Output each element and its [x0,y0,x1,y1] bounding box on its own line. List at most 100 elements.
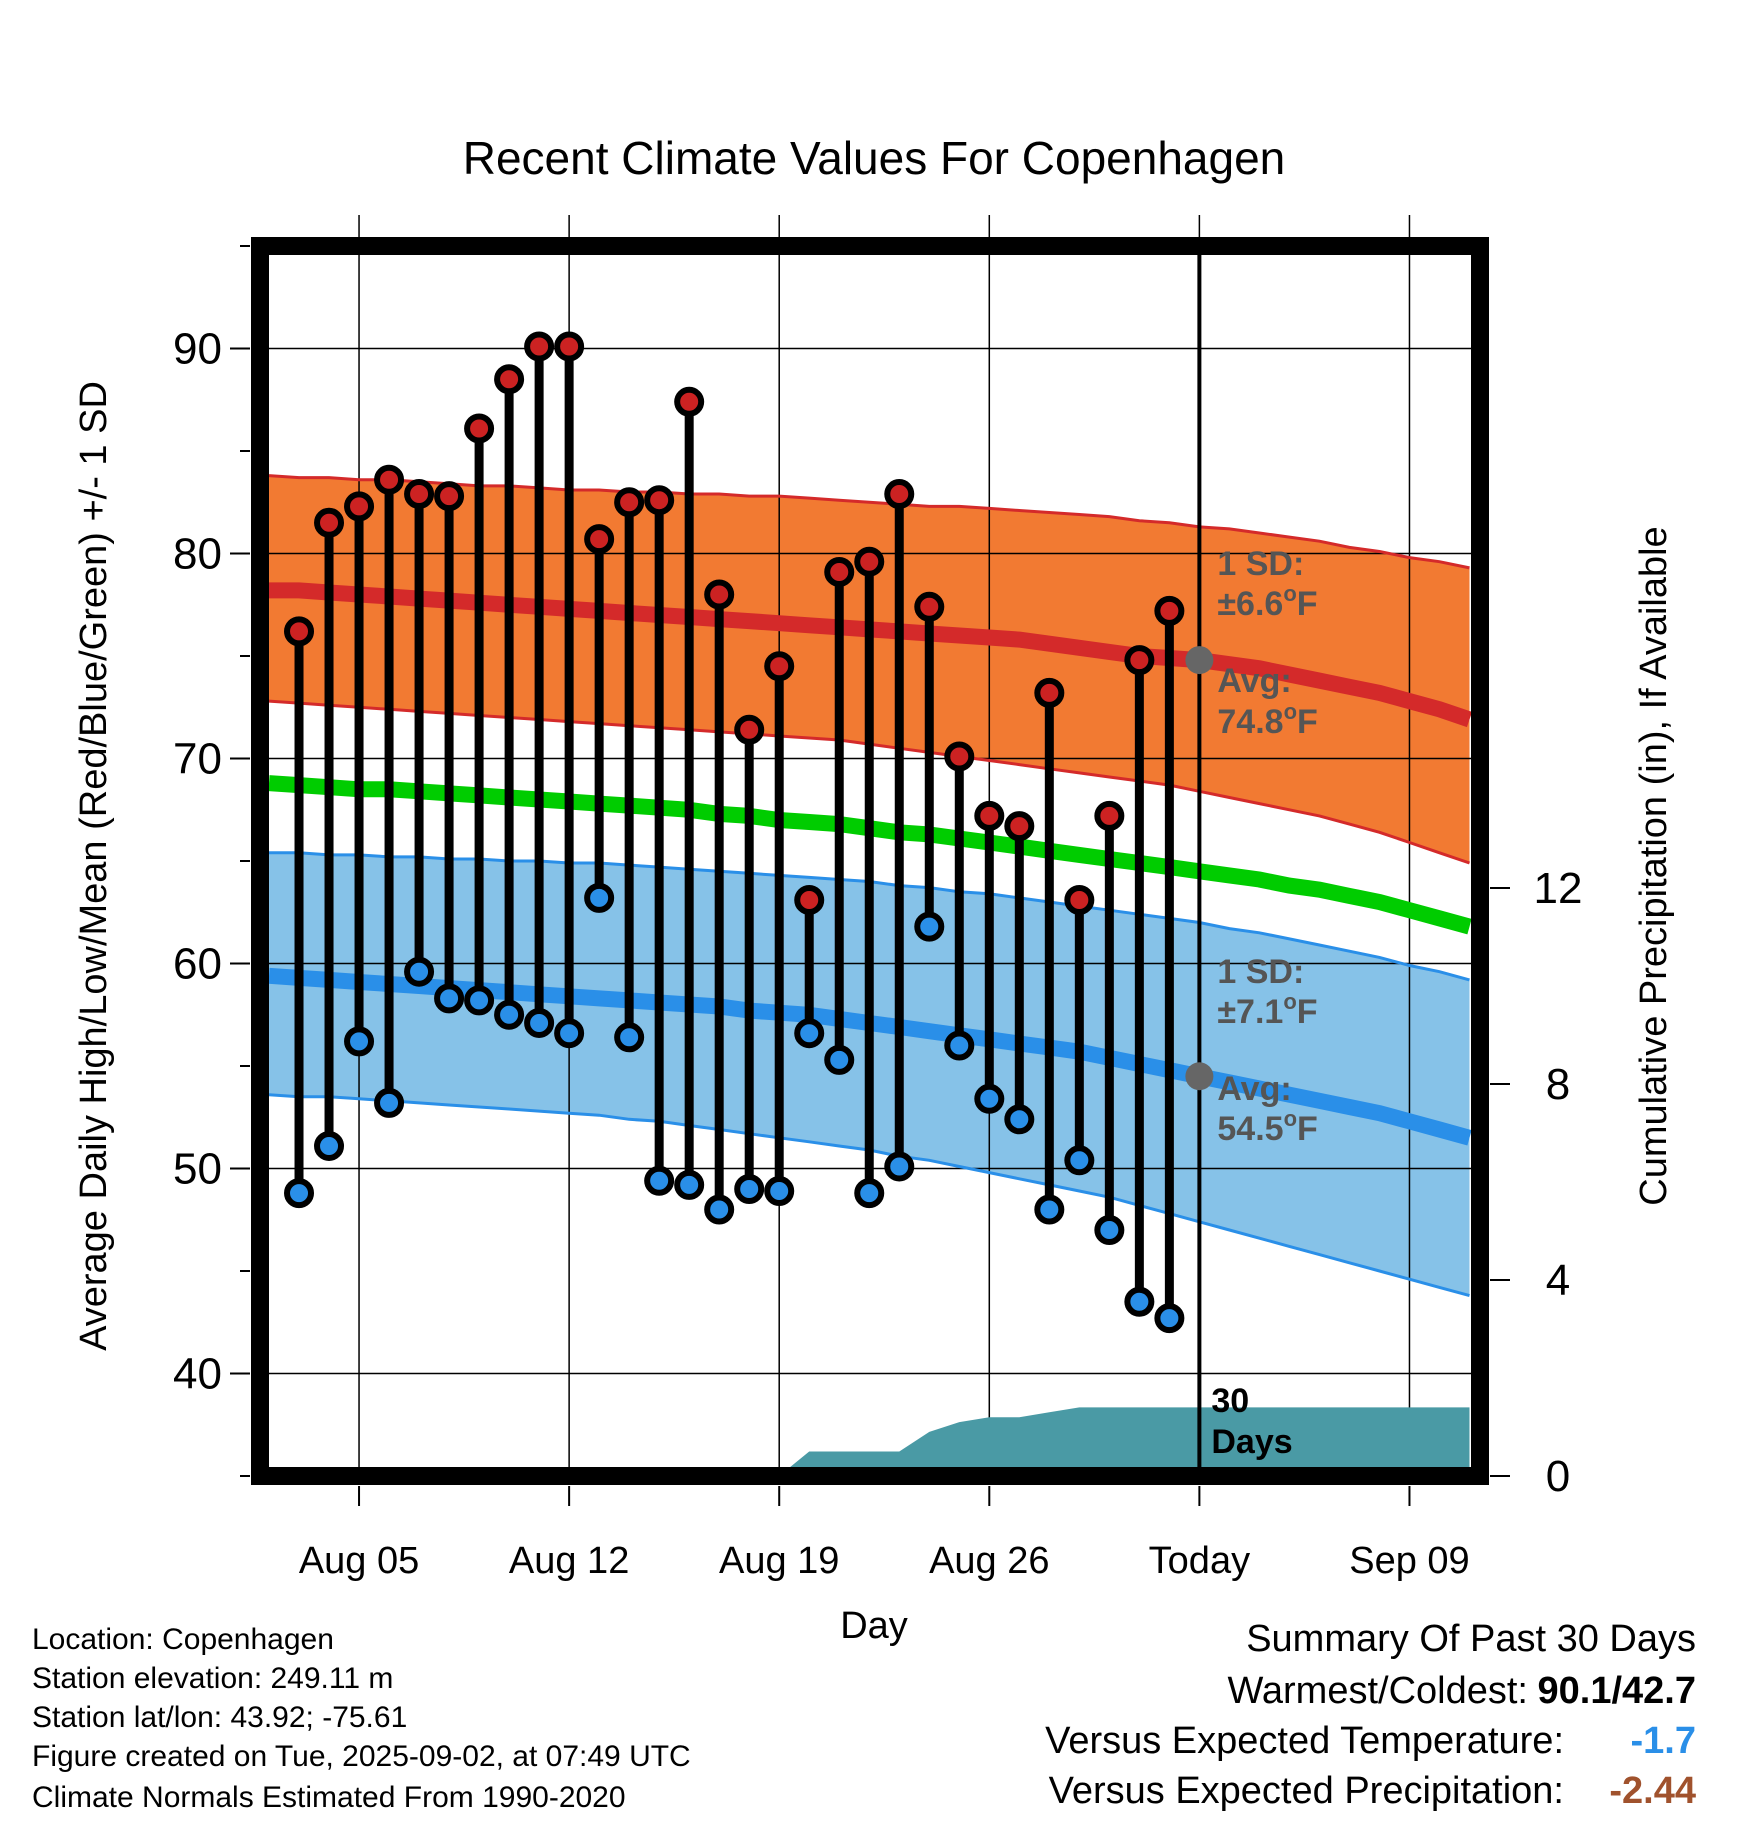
x-tick-label: Aug 05 [299,1540,419,1582]
high-point [704,579,735,610]
info-elevation: Station elevation: 249.11 m [32,1662,394,1695]
high-point [284,616,315,647]
high-point [944,741,975,772]
high-avg-label: Avg: [1217,662,1291,700]
low-point [464,985,495,1016]
low-point [764,1176,795,1207]
high-point [1004,811,1035,842]
high-point [974,800,1005,831]
low-point [1034,1194,1065,1225]
y2-tick-label: 12 [1534,864,1583,913]
low-point [1154,1303,1185,1334]
info-created: Figure created on Tue, 2025-09-02, at 07… [32,1740,691,1773]
high-point [764,651,795,682]
high-point [884,479,915,510]
summary-precip-label: Versus Expected Precipitation: [1048,1770,1564,1812]
high-point [614,487,645,518]
daily-points [284,331,1185,1334]
precip-area [779,1407,1470,1476]
today-high-marker [1185,646,1214,675]
high-point [434,481,465,512]
high-point [734,714,765,745]
summary-temp-label: Versus Expected Temperature: [1045,1720,1564,1762]
high-point [854,546,885,577]
high-avg-value-unit: F [1297,703,1318,741]
high-point [794,884,825,915]
high-point [644,485,675,516]
low-point [674,1169,705,1200]
high-avg-value: 74.8oF [1217,699,1317,741]
low-avg-value-degree: o [1284,1106,1297,1131]
info-latlon: Station lat/lon: 43.92; -75.61 [32,1701,408,1734]
low-avg-value-number: 54.5 [1217,1110,1283,1148]
x-tick-label: Aug 26 [929,1540,1049,1582]
high-point [1034,677,1065,708]
today-low-marker [1185,1062,1214,1091]
high-sd-value: ±6.6oF [1217,581,1317,623]
high-point [914,591,945,622]
y2-tick-label: 0 [1546,1452,1570,1501]
low-point [524,1007,555,1038]
low-point [1124,1286,1155,1317]
low-point [284,1178,315,1209]
low-point [854,1178,885,1209]
high-sd-value-degree: o [1283,581,1296,606]
high-point [1124,645,1155,676]
high-sd-value-unit: F [1297,585,1318,623]
low-point [314,1130,345,1161]
y-tick-label: 70 [173,735,222,784]
high-point [1094,800,1125,831]
low-point [1094,1215,1125,1245]
low-sd-value-unit: F [1297,993,1318,1031]
low-point [1064,1145,1095,1176]
y-tick-label: 60 [173,940,222,989]
low-point [584,882,615,913]
low-point [644,1165,675,1196]
high-point [524,331,555,362]
low-point [794,1018,825,1049]
x-axis-label: Day [840,1605,908,1647]
summary-warm-cold-label: Warmest/Coldest: [1227,1670,1528,1712]
low-point [824,1044,855,1075]
chart-title: Recent Climate Values For Copenhagen [463,132,1286,184]
low-sd-value: ±7.1oF [1217,989,1317,1031]
low-avg-value-unit: F [1297,1110,1318,1148]
low-point [704,1194,735,1225]
x-tick-label: Aug 19 [719,1540,839,1582]
frame-border [251,237,1489,1485]
low-point [884,1151,915,1182]
summary-coldest: 42.7 [1622,1670,1696,1712]
high-point [314,507,345,538]
precipitation-area [779,1407,1470,1476]
summary-warm-cold-value: 90.1/42.7 [1538,1672,1697,1710]
info-location: Location: Copenhagen [32,1623,334,1656]
y2-tick-label: 4 [1546,1256,1570,1305]
low-point [734,1174,765,1204]
window-count: 30 [1211,1382,1249,1420]
low-point [554,1018,585,1049]
y-tick-label: 90 [173,325,222,374]
plot-frame [251,237,1489,1485]
summary-separator: / [1611,1670,1623,1712]
high-point [1064,884,1095,915]
high-point [404,479,435,510]
low-point [914,911,945,942]
low-point [374,1087,405,1118]
low-point [944,1030,975,1061]
high-avg-value-degree: o [1284,699,1297,724]
low-point [614,1022,645,1053]
high-point [464,413,495,444]
summary-title: Summary Of Past 30 Days [1246,1618,1696,1660]
high-point [674,386,705,417]
x-tick-label: Sep 09 [1349,1540,1469,1582]
high-point [1154,595,1185,626]
low-point [344,1026,375,1057]
high-point [824,556,855,587]
low-sd-value-degree: o [1283,989,1296,1014]
window-label: Days [1211,1423,1292,1461]
high-point [554,331,585,362]
high-avg-value-number: 74.8 [1217,703,1283,741]
y-axis-label: Average Daily High/Low/Mean (Red/Blue/Gr… [73,381,115,1351]
y2-tick-label: 8 [1546,1060,1570,1109]
